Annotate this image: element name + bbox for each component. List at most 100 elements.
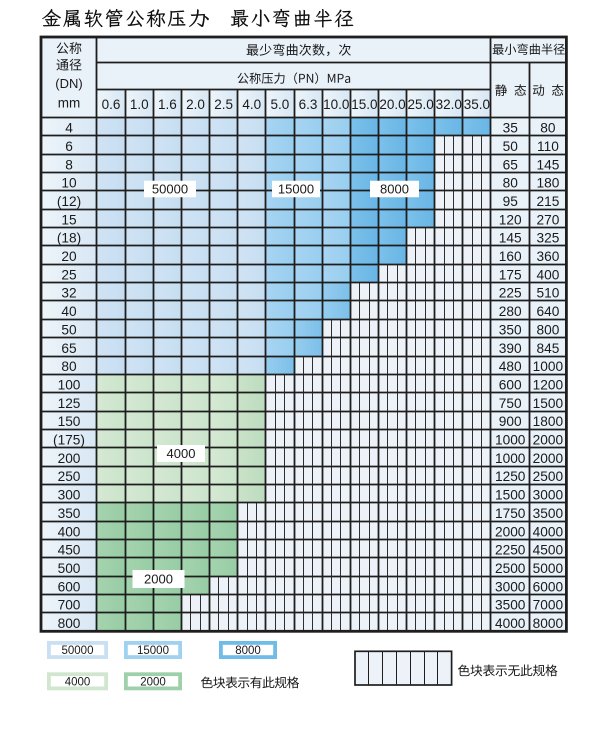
svg-text:600: 600 [499, 377, 522, 392]
svg-text:120: 120 [499, 212, 522, 227]
svg-text:100: 100 [58, 377, 81, 392]
svg-text:2250: 2250 [495, 543, 526, 558]
svg-text:6: 6 [65, 139, 73, 154]
svg-text:50000: 50000 [152, 182, 188, 197]
svg-text:400: 400 [536, 267, 559, 282]
svg-text:300: 300 [58, 488, 81, 503]
svg-text:1000: 1000 [533, 359, 564, 374]
svg-text:800: 800 [58, 616, 81, 631]
svg-text:3500: 3500 [533, 506, 564, 521]
svg-text:50000: 50000 [62, 645, 94, 657]
svg-text:2000: 2000 [140, 676, 166, 688]
svg-text:1750: 1750 [495, 506, 526, 521]
svg-text:5.0: 5.0 [271, 97, 290, 112]
svg-text:2.0: 2.0 [186, 97, 205, 112]
svg-text:270: 270 [536, 212, 559, 227]
svg-text:225: 225 [499, 286, 522, 301]
svg-text:15000: 15000 [137, 645, 169, 657]
svg-text:3000: 3000 [533, 488, 564, 503]
svg-text:8000: 8000 [380, 182, 409, 197]
svg-text:450: 450 [58, 543, 81, 558]
svg-text:4000: 4000 [533, 524, 564, 539]
svg-text:50: 50 [61, 322, 77, 337]
svg-text:10.0: 10.0 [323, 97, 349, 112]
svg-text:175: 175 [499, 267, 522, 282]
svg-text:900: 900 [499, 414, 522, 429]
svg-text:1200: 1200 [533, 377, 564, 392]
svg-text:50: 50 [503, 139, 519, 154]
svg-text:80: 80 [503, 176, 519, 191]
svg-text:65: 65 [61, 341, 77, 356]
svg-text:35: 35 [503, 121, 519, 136]
svg-text:3000: 3000 [495, 579, 526, 594]
svg-text:8000: 8000 [533, 616, 564, 631]
svg-text:35.0: 35.0 [464, 97, 490, 112]
svg-text:640: 640 [536, 304, 559, 319]
svg-text:180: 180 [536, 176, 559, 191]
svg-text:4000: 4000 [167, 446, 196, 461]
svg-text:700: 700 [58, 598, 81, 613]
svg-text:4000: 4000 [65, 676, 91, 688]
svg-text:mm: mm [58, 96, 81, 111]
svg-text:4000: 4000 [495, 616, 526, 631]
svg-text:32.0: 32.0 [436, 97, 462, 112]
svg-text:510: 510 [536, 286, 559, 301]
svg-text:1000: 1000 [495, 451, 526, 466]
svg-text:600: 600 [58, 579, 81, 594]
svg-text:110: 110 [537, 139, 559, 154]
svg-text:845: 845 [536, 341, 559, 356]
svg-text:4: 4 [65, 121, 73, 136]
svg-text:200: 200 [58, 451, 81, 466]
svg-text:5000: 5000 [533, 561, 564, 576]
svg-text:360: 360 [536, 249, 559, 264]
svg-text:150: 150 [58, 414, 81, 429]
svg-text:350: 350 [499, 322, 522, 337]
svg-text:145: 145 [536, 157, 559, 172]
svg-text:80: 80 [61, 359, 77, 374]
svg-text:(175): (175) [53, 433, 85, 448]
svg-text:1500: 1500 [533, 396, 564, 411]
svg-text:8: 8 [65, 157, 73, 172]
svg-text:(12): (12) [57, 194, 81, 209]
svg-text:4500: 4500 [533, 543, 564, 558]
svg-text:80: 80 [540, 121, 556, 136]
svg-text:800: 800 [536, 322, 559, 337]
svg-text:2000: 2000 [144, 572, 173, 587]
svg-text:1000: 1000 [495, 433, 526, 448]
svg-text:6000: 6000 [533, 579, 564, 594]
svg-text:2500: 2500 [533, 469, 564, 484]
svg-text:500: 500 [58, 561, 81, 576]
svg-text:160: 160 [499, 249, 522, 264]
svg-text:95: 95 [503, 194, 519, 209]
svg-text:15: 15 [61, 212, 77, 227]
svg-text:2000: 2000 [533, 451, 564, 466]
svg-text:15000: 15000 [278, 182, 314, 197]
svg-text:2.5: 2.5 [214, 97, 233, 112]
svg-text:10: 10 [61, 176, 77, 191]
svg-text:20.0: 20.0 [379, 97, 405, 112]
svg-text:7000: 7000 [533, 598, 564, 613]
svg-text:3500: 3500 [495, 598, 526, 613]
svg-text:2000: 2000 [533, 433, 564, 448]
svg-text:(DN): (DN) [55, 76, 82, 91]
svg-text:390: 390 [499, 341, 522, 356]
svg-text:32: 32 [61, 286, 76, 301]
svg-text:2000: 2000 [495, 524, 526, 539]
svg-text:280: 280 [499, 304, 522, 319]
svg-text:325: 325 [536, 231, 559, 246]
svg-text:0.6: 0.6 [102, 97, 121, 112]
svg-text:1800: 1800 [533, 414, 564, 429]
svg-text:750: 750 [499, 396, 522, 411]
svg-text:145: 145 [499, 231, 522, 246]
svg-text:8000: 8000 [235, 645, 261, 657]
svg-text:480: 480 [499, 359, 522, 374]
svg-text:(18): (18) [57, 231, 81, 246]
svg-text:40: 40 [61, 304, 77, 319]
svg-text:6.3: 6.3 [299, 97, 318, 112]
svg-text:65: 65 [503, 157, 519, 172]
svg-text:400: 400 [58, 524, 81, 539]
svg-text:4.0: 4.0 [242, 97, 261, 112]
svg-text:125: 125 [58, 396, 81, 411]
svg-text:2500: 2500 [495, 561, 526, 576]
svg-text:1.6: 1.6 [158, 97, 177, 112]
